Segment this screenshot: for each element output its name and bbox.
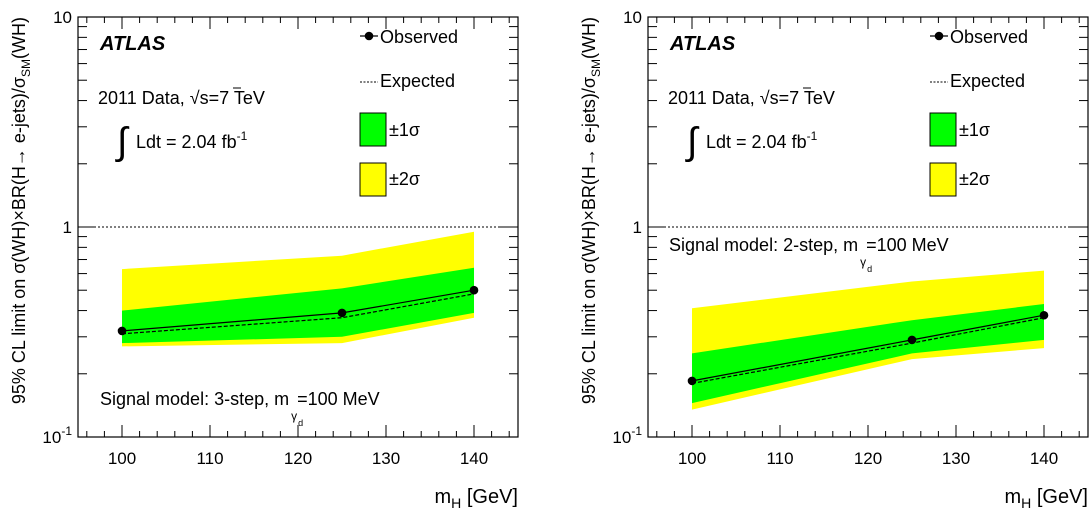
- y-tick-label: 10-1: [42, 424, 72, 447]
- x-axis-title-m: m: [435, 486, 452, 508]
- y-tick-base: 10: [53, 8, 72, 27]
- y-axis-title-sub: SM: [19, 59, 33, 77]
- legend-band2-label: ±2σ: [959, 169, 990, 189]
- luminosity-exponent: -1: [237, 129, 248, 143]
- y-tick-label: 1: [63, 218, 72, 237]
- luminosity-label: Ldt = 2.04 fb-1: [136, 129, 248, 152]
- legend-expected-label: Expected: [380, 71, 455, 91]
- y-tick-label: 10: [623, 8, 642, 27]
- x-tick-label: 100: [108, 449, 136, 468]
- legend-observed-label: Observed: [380, 27, 458, 47]
- observed-point: [337, 308, 347, 318]
- y-axis-title-group: 95% CL limit on σ(WH)×BR(H→ e-jets)/σSM(…: [579, 17, 603, 404]
- signal-model-label: Signal model: 3-step, m: [100, 389, 289, 409]
- legend-expected-label: Expected: [950, 71, 1025, 91]
- x-tick-label: 100: [678, 449, 706, 468]
- y-axis-title: 95% CL limit on σ(WH)×BR(H→ e-jets)/σSM(…: [9, 17, 33, 404]
- x-axis-title-m: m: [1005, 486, 1022, 508]
- data-label-energy: s=7 TeV: [770, 88, 835, 108]
- y-axis-title-main: 95% CL limit on σ(WH)×BR(H→ e-jets)/σ: [579, 77, 599, 404]
- x-axis-title-sub: H: [1021, 495, 1031, 508]
- luminosity-exponent: -1: [807, 129, 818, 143]
- x-axis-title-unit: [GeV]: [1031, 486, 1088, 508]
- x-tick-label: 140: [1030, 449, 1058, 468]
- y-axis-title-tail: (WH): [9, 17, 29, 59]
- x-tick-label: 110: [196, 449, 223, 468]
- data-label: 2011 Data, √s=7 TeV: [668, 88, 835, 108]
- x-axis-title-sub: H: [451, 495, 461, 508]
- sqrt-symbol: √: [760, 88, 770, 108]
- y-tick-exponent: -1: [631, 424, 642, 438]
- atlas-label: ATLAS: [669, 33, 736, 55]
- signal-model-tail: =100 MeV: [866, 235, 949, 255]
- y-tick-label: 10-1: [612, 424, 642, 447]
- legend-observed-label: Observed: [950, 27, 1028, 47]
- y-tick-base: 10: [612, 428, 631, 447]
- x-tick-label: 140: [460, 449, 488, 468]
- signal-model-label: Signal model: 2-step, m: [669, 235, 858, 255]
- x-axis-title-unit: [GeV]: [461, 486, 518, 508]
- y-tick-base: 10: [623, 8, 642, 27]
- y-tick-label: 10: [53, 8, 72, 27]
- observed-point: [687, 376, 697, 386]
- legend-band1-swatch: [929, 112, 957, 147]
- luminosity-label: Ldt = 2.04 fb-1: [706, 129, 818, 152]
- signal-model-sub-d: d: [867, 264, 872, 274]
- band-1sigma: [692, 304, 1044, 404]
- y-tick-base: 10: [42, 428, 61, 447]
- y-axis-title: 95% CL limit on σ(WH)×BR(H→ e-jets)/σSM(…: [579, 17, 603, 404]
- y-axis-title-sub: SM: [589, 59, 603, 77]
- legend-observed-marker: [364, 31, 374, 41]
- integral-symbol: ∫: [685, 121, 700, 163]
- x-tick-label: 130: [372, 449, 400, 468]
- x-tick-label: 120: [284, 449, 312, 468]
- y-tick-base: 1: [633, 218, 642, 237]
- signal-model-sub-gamma: γ: [860, 255, 866, 269]
- signal-model-tail: =100 MeV: [297, 389, 380, 409]
- data-label-prefix: 2011 Data,: [98, 88, 190, 108]
- integral-symbol: ∫: [115, 121, 130, 163]
- signal-model-sub-gamma: γ: [291, 409, 297, 423]
- legend-band2-swatch: [359, 162, 387, 197]
- signal-model-sub-d: d: [298, 418, 303, 428]
- sqrt-symbol: √: [190, 88, 200, 108]
- data-label-energy: s=7 TeV: [200, 88, 265, 108]
- x-axis-title: mH [GeV]: [1005, 486, 1089, 508]
- observed-point: [117, 326, 127, 336]
- legend-band1-label: ±1σ: [389, 120, 420, 140]
- observed-point: [907, 335, 917, 345]
- luminosity-text: Ldt = 2.04 fb: [706, 132, 807, 152]
- data-label: 2011 Data, √s=7 TeV: [98, 88, 265, 108]
- y-tick-base: 1: [63, 218, 72, 237]
- data-label-prefix: 2011 Data,: [668, 88, 760, 108]
- x-tick-label: 130: [942, 449, 970, 468]
- legend-band2-swatch: [929, 162, 957, 197]
- legend-band1-swatch: [359, 112, 387, 147]
- legend-band1-label: ±1σ: [959, 120, 990, 140]
- legend-band2-label: ±2σ: [389, 169, 420, 189]
- y-axis-title-tail: (WH): [579, 17, 599, 59]
- observed-point: [469, 285, 479, 295]
- y-tick-label: 1: [633, 218, 642, 237]
- x-axis-title: mH [GeV]: [435, 486, 519, 508]
- atlas-label: ATLAS: [99, 33, 166, 55]
- expected-line: [121, 293, 475, 335]
- x-tick-label: 120: [854, 449, 882, 468]
- observed-point: [1039, 310, 1049, 320]
- y-tick-exponent: -1: [61, 424, 72, 438]
- luminosity-text: Ldt = 2.04 fb: [136, 132, 237, 152]
- y-axis-title-group: 95% CL limit on σ(WH)×BR(H→ e-jets)/σSM(…: [9, 17, 33, 404]
- x-tick-label: 110: [766, 449, 793, 468]
- legend-observed-marker: [934, 31, 944, 41]
- y-axis-title-main: 95% CL limit on σ(WH)×BR(H→ e-jets)/σ: [9, 77, 29, 404]
